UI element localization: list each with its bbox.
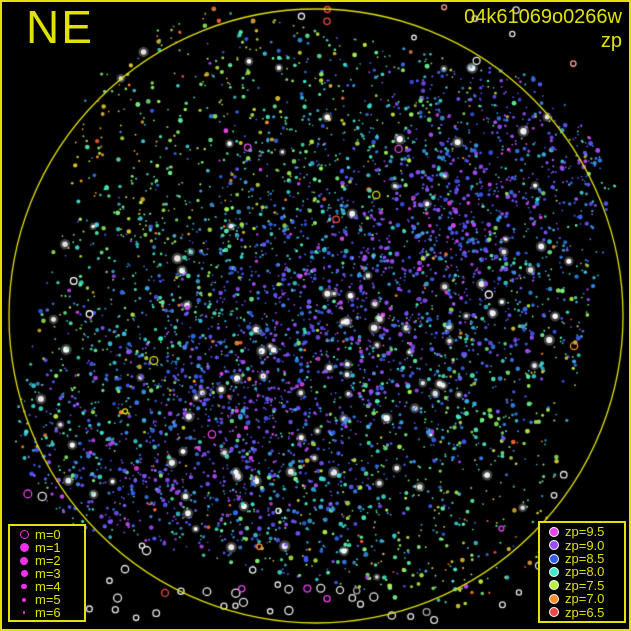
legend-m-label: m=6 — [35, 605, 61, 620]
zp90-symbol-icon — [543, 540, 565, 551]
legend-row: m=2 — [13, 554, 81, 567]
m0-symbol-icon — [13, 530, 35, 539]
legend-m-label: m=4 — [35, 579, 61, 594]
zp95-symbol-icon — [543, 526, 565, 537]
zp85-symbol-icon — [543, 553, 565, 564]
legend-zp-label: zp=6.5 — [565, 604, 605, 620]
legend-m-label: m=1 — [35, 540, 61, 555]
legend-row: zp=9.0 — [543, 539, 621, 552]
zp75-symbol-icon — [543, 580, 565, 591]
m3-symbol-icon — [13, 570, 35, 577]
legend-row: zp=7.0 — [543, 592, 621, 605]
legend-zp-label: zp=8.0 — [565, 564, 605, 580]
legend-zp-label: zp=9.5 — [565, 524, 605, 540]
legend-row: zp=7.5 — [543, 579, 621, 592]
legend-zp-label: zp=7.0 — [565, 591, 605, 607]
exposure-title: 04k61069o0266w — [464, 6, 622, 28]
zeropoint-legend: zp=9.5 zp=9.0 zp=8.5 zp=8.0 zp=7.5 zp=7.… — [538, 521, 626, 623]
legend-m-label: m=5 — [35, 592, 61, 607]
m1-symbol-icon — [13, 543, 35, 552]
legend-zp-label: zp=7.5 — [565, 577, 605, 593]
legend-row: m=1 — [13, 541, 81, 554]
legend-row: m=3 — [13, 567, 81, 580]
magnitude-legend: m=0 m=1 m=2 m=3 m=4 m=5 m=6 — [8, 524, 86, 622]
zp65-symbol-icon — [543, 607, 565, 618]
legend-m-label: m=2 — [35, 553, 61, 568]
colorbar-variable-label: zp — [600, 30, 622, 52]
field-orientation-label: NE — [26, 1, 94, 53]
legend-zp-label: zp=8.5 — [565, 551, 605, 567]
m2-symbol-icon — [13, 556, 35, 565]
legend-zp-label: zp=9.0 — [565, 537, 605, 553]
legend-row: m=6 — [13, 606, 81, 619]
legend-m-label: m=0 — [35, 527, 61, 542]
legend-row: zp=8.5 — [543, 552, 621, 565]
zp70-symbol-icon — [543, 593, 565, 604]
legend-m-label: m=3 — [35, 566, 61, 581]
legend-row: m=0 — [13, 528, 81, 541]
m5-symbol-icon — [13, 597, 35, 602]
m4-symbol-icon — [13, 583, 35, 590]
legend-row: m=5 — [13, 593, 81, 606]
legend-row: zp=8.0 — [543, 565, 621, 578]
m6-symbol-icon — [13, 611, 35, 614]
zp80-symbol-icon — [543, 566, 565, 577]
legend-row: zp=9.5 — [543, 525, 621, 538]
legend-row: m=4 — [13, 580, 81, 593]
legend-row: zp=6.5 — [543, 606, 621, 619]
